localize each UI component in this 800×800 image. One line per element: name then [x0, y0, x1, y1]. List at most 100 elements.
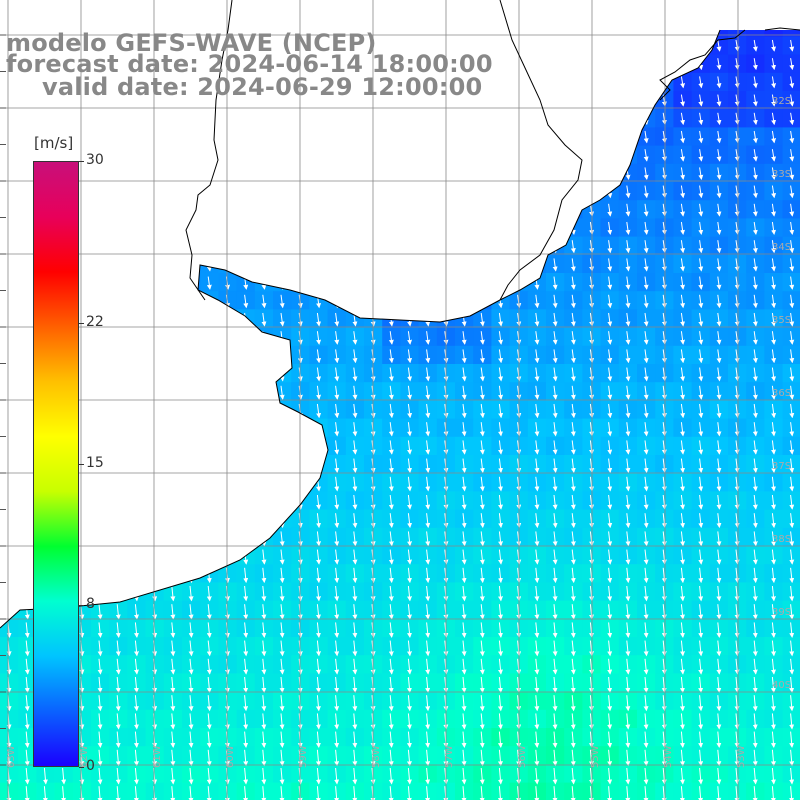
wind-speed-cell: [491, 345, 511, 365]
wind-speed-cell: [600, 491, 620, 511]
wind-speed-cell: [709, 473, 729, 492]
wind-speed-cell: [673, 473, 693, 492]
colorbar-tick-label: 0: [86, 758, 95, 774]
wind-speed-cell: [254, 291, 274, 310]
wind-speed-cell: [691, 509, 711, 529]
colorbar-legend: [33, 161, 79, 767]
wind-speed-cell: [673, 382, 693, 401]
wind-speed-cell: [400, 400, 420, 420]
wind-speed-cell: [564, 327, 583, 347]
wind-speed-cell: [728, 382, 747, 401]
latitude-label: 38S: [772, 534, 791, 545]
wind-speed-cell: [746, 509, 765, 529]
wind-speed-cell: [709, 491, 729, 511]
wind-speed-cell: [564, 382, 583, 401]
wind-speed-cell: [455, 527, 474, 547]
wind-speed-cell: [382, 400, 401, 420]
wind-speed-cell: [345, 382, 365, 401]
wind-speed-cell: [637, 364, 656, 383]
latitude-label: 37S: [772, 461, 791, 472]
wind-speed-cell: [637, 509, 656, 529]
wind-speed-cell: [564, 273, 583, 292]
wind-speed-cell: [491, 382, 511, 401]
longitude-label: 54W: [663, 745, 674, 768]
colorbar-tick-mark: [79, 767, 84, 768]
wind-speed-cell: [764, 382, 784, 401]
wind-speed-cell: [564, 254, 583, 274]
wind-speed-cell: [491, 436, 511, 456]
wind-speed-cell: [600, 309, 620, 329]
wind-speed-cell: [728, 327, 747, 347]
wind-speed-cell: [728, 473, 747, 492]
wind-speed-cell: [564, 309, 583, 329]
wind-speed-cell: [327, 473, 347, 492]
wind-speed-cell: [764, 436, 784, 456]
wind-speed-cell: [600, 382, 620, 401]
wind-speed-cell: [673, 218, 693, 238]
wind-speed-cell: [309, 364, 329, 383]
wind-speed-cell: [546, 309, 565, 329]
wind-speed-cell: [527, 400, 547, 420]
wind-speed-cell: [746, 400, 765, 420]
wind-speed-cell: [728, 182, 747, 201]
wind-speed-cell: [673, 491, 693, 511]
wind-speed-cell: [618, 309, 638, 329]
wind-speed-cell: [455, 345, 474, 365]
wind-speed-cell: [764, 364, 784, 383]
wind-speed-cell: [691, 436, 711, 456]
wind-speed-cell: [546, 491, 565, 511]
wind-speed-cell: [673, 327, 693, 347]
wind-speed-cell: [746, 436, 765, 456]
wind-speed-cell: [382, 455, 401, 474]
wind-speed-cell: [691, 273, 711, 292]
latitude-label: 34S: [772, 242, 791, 253]
wind-speed-cell: [728, 345, 747, 365]
wind-speed-cell: [382, 418, 401, 438]
wind-speed-cell: [728, 491, 747, 511]
wind-speed-cell: [764, 254, 784, 274]
wind-speed-cell: [254, 309, 274, 329]
wind-speed-cell: [400, 473, 420, 492]
wind-speed-cell: [564, 473, 583, 492]
wind-speed-cell: [637, 455, 656, 474]
wind-speed-cell: [473, 491, 492, 511]
wind-speed-cell: [309, 382, 329, 401]
wind-speed-cell: [327, 418, 347, 438]
wind-speed-cell: [600, 254, 620, 274]
wind-speed-cell: [618, 273, 638, 292]
wind-speed-cell: [418, 509, 438, 529]
wind-speed-cell: [746, 491, 765, 511]
wind-speed-cell: [618, 327, 638, 347]
wind-speed-cell: [764, 30, 784, 37]
wind-speed-cell: [728, 254, 747, 274]
wind-speed-cell: [527, 291, 547, 310]
wind-speed-cell: [564, 345, 583, 365]
wind-speed-cell: [273, 527, 292, 547]
wind-speed-cell: [600, 236, 620, 256]
wind-speed-cell: [691, 327, 711, 347]
wind-speed-cell: [600, 200, 620, 219]
wind-speed-cell: [473, 455, 492, 474]
wind-speed-cell: [327, 436, 347, 456]
wind-speed-cell: [637, 418, 656, 438]
wind-speed-cell: [527, 327, 547, 347]
wind-speed-cell: [473, 382, 492, 401]
wind-speed-cell: [345, 436, 365, 456]
wind-speed-cell: [327, 509, 347, 529]
colorbar-tick-mark: [79, 322, 84, 324]
latitude-label: 33S: [772, 169, 791, 180]
longitude-label: 57W: [444, 745, 455, 768]
wind-speed-cell: [691, 382, 711, 401]
wind-speed-cell: [746, 254, 765, 274]
wind-speed-cell: [746, 309, 765, 329]
wind-speed-cell: [455, 509, 474, 529]
wind-speed-cell: [491, 400, 511, 420]
wind-speed-cell: [382, 364, 401, 383]
wind-speed-cell: [746, 200, 765, 219]
wind-speed-cell: [527, 418, 547, 438]
wind-speed-cell: [600, 473, 620, 492]
wind-speed-cell: [691, 236, 711, 256]
colorbar-tick-label: 30: [86, 152, 104, 168]
wind-speed-cell: [455, 418, 474, 438]
wind-speed-cell: [618, 291, 638, 310]
